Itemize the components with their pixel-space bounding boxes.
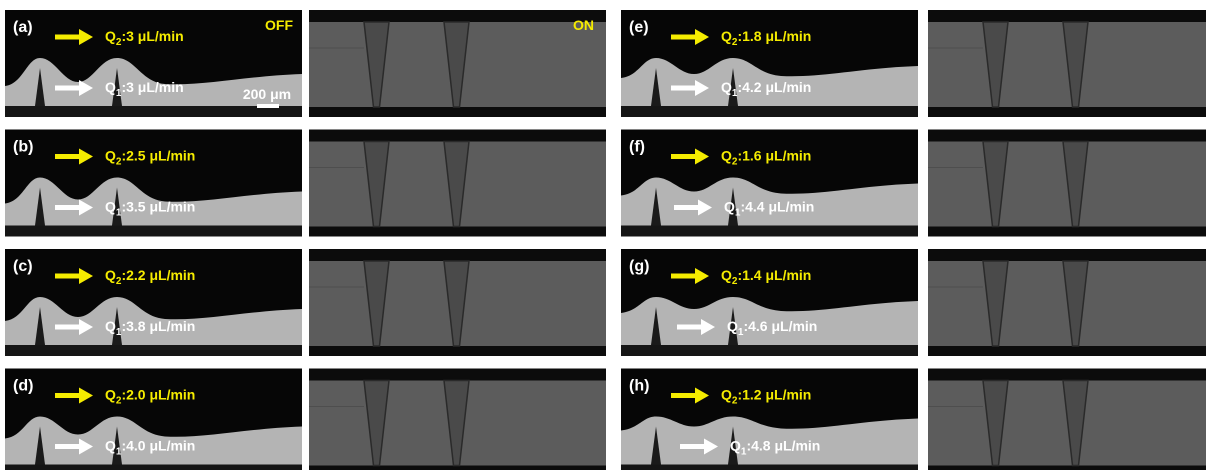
flow-symbol: Q bbox=[105, 387, 116, 403]
flow-rate-value: :3.5 μL/min bbox=[121, 199, 195, 215]
flow-rate-value: :2.5 μL/min bbox=[121, 148, 195, 164]
off-panel: (f)Q2:1.6 μL/minQ1:4.4 μL/min bbox=[621, 130, 918, 237]
panel-label: (g) bbox=[629, 258, 649, 275]
flow-symbol: Q bbox=[105, 267, 116, 283]
flow-symbol: Q bbox=[721, 79, 732, 95]
off-panel: (c)Q2:2.2 μL/minQ1:3.8 μL/min bbox=[5, 249, 302, 356]
on-panel bbox=[309, 249, 606, 356]
channel-wall-bottom bbox=[928, 466, 1206, 470]
channel-wall bbox=[5, 226, 302, 237]
flow-symbol: Q bbox=[721, 148, 732, 164]
scale-bar-label: 200 μm bbox=[243, 86, 291, 102]
flow-symbol: Q bbox=[105, 199, 116, 215]
on-panel: ON bbox=[309, 10, 606, 117]
channel-wall-bottom bbox=[309, 107, 606, 117]
scale-bar bbox=[257, 104, 279, 108]
off-panel: (h)Q2:1.2 μL/minQ1:4.8 μL/min bbox=[621, 369, 918, 470]
channel-wall bbox=[928, 10, 1206, 22]
on-panel bbox=[928, 369, 1206, 470]
flow-symbol: Q bbox=[105, 318, 116, 334]
flow-symbol: Q bbox=[727, 318, 738, 334]
flow-rate-value: :1.4 μL/min bbox=[737, 267, 811, 283]
flow-symbol: Q bbox=[105, 28, 116, 44]
channel-wall bbox=[621, 106, 918, 117]
channel-wall bbox=[621, 345, 918, 356]
panel-label: (h) bbox=[629, 378, 649, 395]
flow-symbol: Q bbox=[721, 267, 732, 283]
on-panel bbox=[928, 249, 1206, 356]
flow-rate-value: :4.4 μL/min bbox=[740, 199, 814, 215]
flow-rate-value: :1.6 μL/min bbox=[737, 148, 811, 164]
panel-label: (d) bbox=[13, 378, 33, 395]
on-panel bbox=[309, 369, 606, 470]
flow-rate-value: :3 μL/min bbox=[121, 79, 183, 95]
flow-symbol: Q bbox=[105, 79, 116, 95]
flow-rate-value: :2.2 μL/min bbox=[121, 267, 195, 283]
on-panel bbox=[928, 130, 1206, 237]
channel-wall-bottom bbox=[928, 346, 1206, 356]
state-label: ON bbox=[573, 17, 594, 33]
flow-rate-value: :4.6 μL/min bbox=[743, 318, 817, 334]
flow-rate-value: :1.2 μL/min bbox=[737, 387, 811, 403]
channel-wall bbox=[309, 10, 606, 22]
flow-symbol: Q bbox=[105, 148, 116, 164]
channel-wall bbox=[621, 226, 918, 237]
panel-label: (a) bbox=[13, 19, 33, 36]
panel-label: (b) bbox=[13, 139, 33, 156]
channel-wall bbox=[309, 369, 606, 381]
flow-symbol: Q bbox=[721, 28, 732, 44]
panel-label: (e) bbox=[629, 19, 649, 36]
off-panel: (e)Q2:1.8 μL/minQ1:4.2 μL/min bbox=[621, 10, 918, 117]
on-panel bbox=[928, 10, 1206, 117]
flow-rate-value: :4.0 μL/min bbox=[121, 438, 195, 454]
flow-rate-value: :3 μL/min bbox=[121, 28, 183, 44]
figure: (a)Q2:3 μL/minQ1:3 μL/minOFF200 μmON(b)Q… bbox=[0, 0, 1209, 470]
flow-symbol: Q bbox=[105, 438, 116, 454]
flow-rate-value: :4.2 μL/min bbox=[737, 79, 811, 95]
panel-label: (f) bbox=[629, 139, 645, 156]
channel-wall bbox=[5, 345, 302, 356]
panel-label: (c) bbox=[13, 258, 33, 275]
flow-rate-value: :3.8 μL/min bbox=[121, 318, 195, 334]
channel-wall-bottom bbox=[928, 227, 1206, 237]
channel-wall bbox=[928, 130, 1206, 142]
flow-rate-value: :2.0 μL/min bbox=[121, 387, 195, 403]
channel-wall bbox=[5, 465, 302, 470]
channel-wall bbox=[928, 249, 1206, 261]
on-panel bbox=[309, 130, 606, 237]
state-label: OFF bbox=[265, 17, 293, 33]
flow-symbol: Q bbox=[724, 199, 735, 215]
channel-wall bbox=[309, 130, 606, 142]
flow-symbol: Q bbox=[730, 438, 741, 454]
channel-wall bbox=[309, 249, 606, 261]
channel-wall-bottom bbox=[309, 346, 606, 356]
channel-wall-bottom bbox=[928, 107, 1206, 117]
channel-wall bbox=[621, 465, 918, 470]
flow-rate-value: :1.8 μL/min bbox=[737, 28, 811, 44]
channel-wall-bottom bbox=[309, 227, 606, 237]
channel-wall bbox=[928, 369, 1206, 381]
flow-rate-value: :4.8 μL/min bbox=[746, 438, 820, 454]
flow-symbol: Q bbox=[721, 387, 732, 403]
